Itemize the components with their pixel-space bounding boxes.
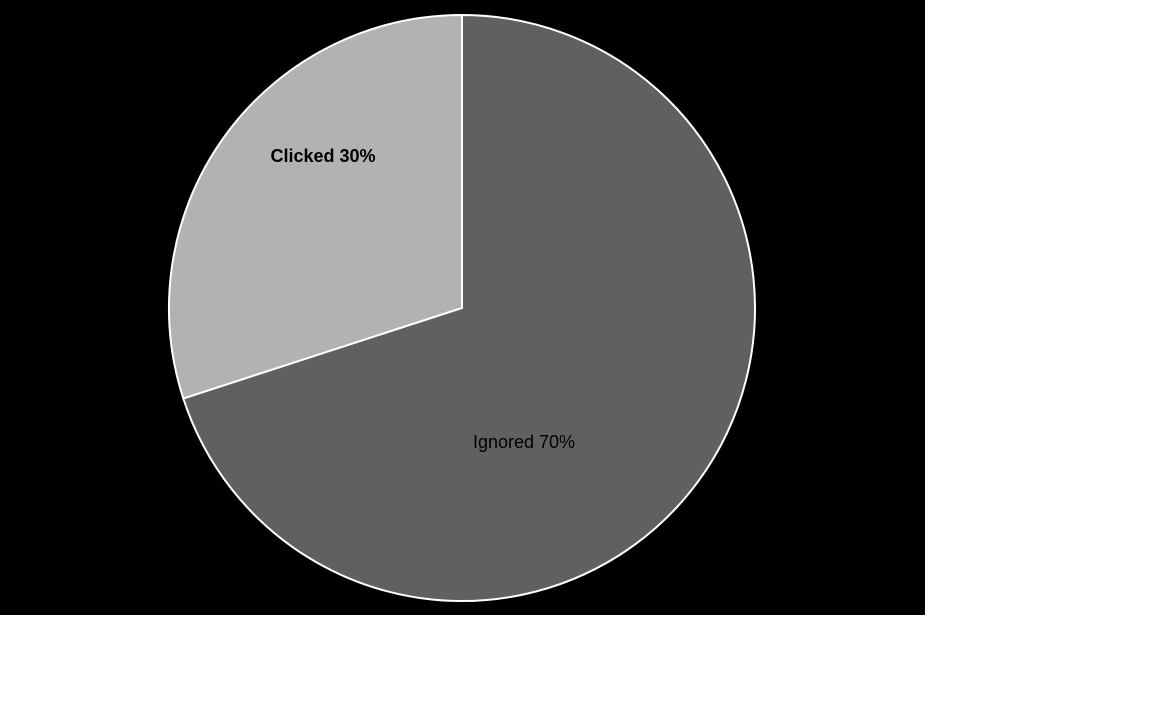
- slice-ignored: [182, 13, 756, 602]
- label-clicked: Clicked 30%: [270, 146, 375, 166]
- chart-area: Clicked 30% Ignored 70%: [0, 0, 925, 615]
- pie-slices: [168, 13, 756, 602]
- slice-clicked: [168, 13, 463, 400]
- label-ignored: Ignored 70%: [473, 432, 575, 452]
- pie-labels: Clicked 30% Ignored 70%: [270, 146, 575, 452]
- pie-chart: Clicked 30% Ignored 70%: [168, 13, 756, 602]
